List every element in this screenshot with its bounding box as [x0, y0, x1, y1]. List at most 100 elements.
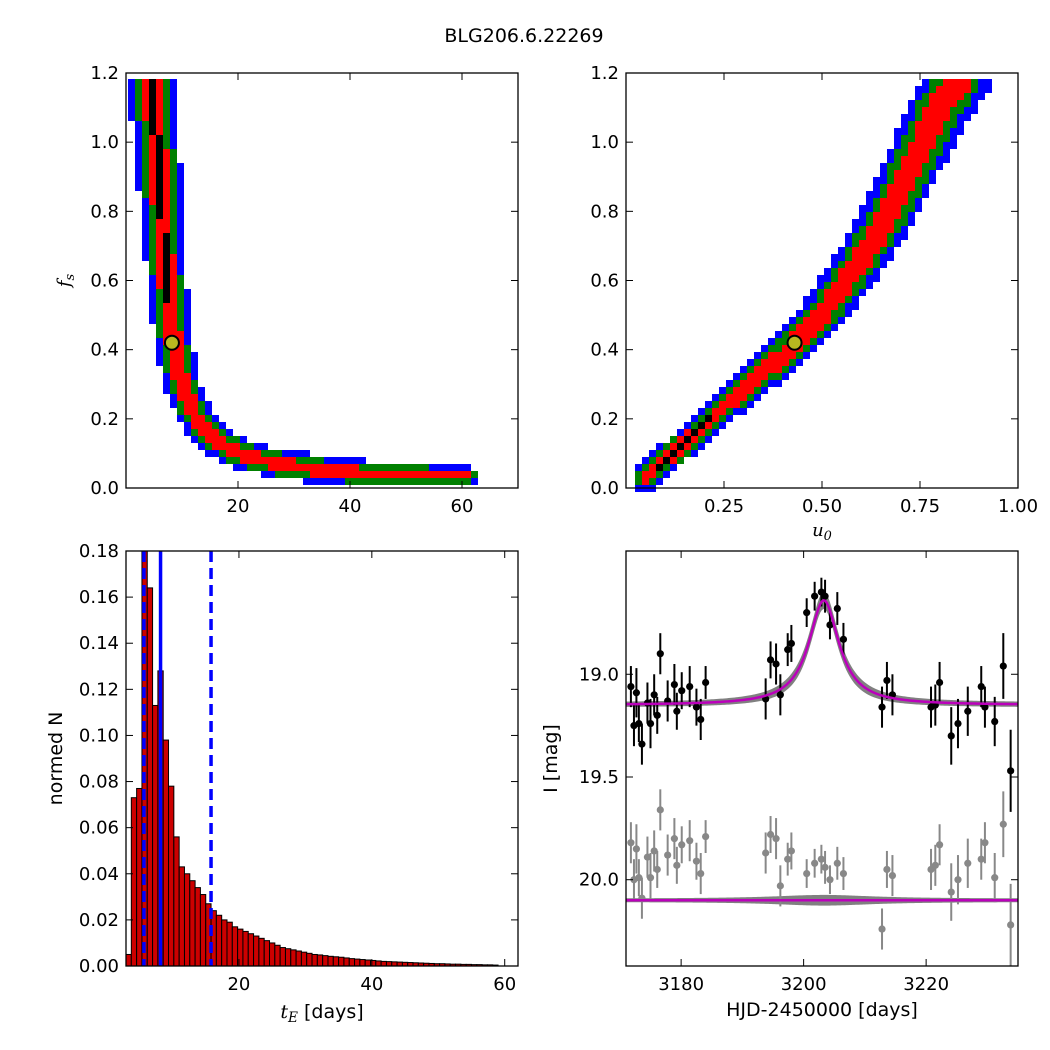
heatmap-cell-outer: [135, 177, 142, 184]
heatmap-cell-inner: [163, 177, 170, 184]
heatmap-cell-outer: [128, 86, 135, 93]
heatmap-cell-inner: [950, 100, 957, 107]
heatmap-cell-outer: [908, 219, 915, 226]
heatmap-cell-inner: [810, 317, 817, 324]
heatmap-cell-inner: [915, 170, 922, 177]
heatmap-cell-inner: [901, 163, 908, 170]
heatmap-cell-middle: [782, 366, 789, 373]
histogram-bar: [178, 866, 185, 967]
heatmap-cell-outer: [142, 219, 149, 226]
heatmap-cell-inner: [908, 177, 915, 184]
heatmap-cell-middle: [775, 373, 782, 380]
heatmap-cell-outer: [733, 373, 740, 380]
heatmap-cell-inner: [268, 464, 275, 471]
heatmap-cell-inner: [163, 324, 170, 331]
heatmap-cell-outer: [177, 163, 184, 170]
heatmap-cell-core: [705, 415, 712, 422]
heatmap-cell-inner: [156, 240, 163, 247]
heatmap-cell-inner: [177, 359, 184, 366]
heatmap-cell-outer: [177, 170, 184, 177]
heatmap-cell-outer: [978, 79, 985, 86]
heatmap-cell-outer: [985, 86, 992, 93]
data-point: [653, 865, 661, 874]
heatmap-cell-inner: [936, 86, 943, 93]
heatmap-cell-outer: [810, 296, 817, 303]
heatmap-cell-inner: [317, 471, 324, 478]
heatmap-cell-inner: [163, 219, 170, 226]
heatmap-cell-outer: [254, 443, 261, 450]
data-point: [787, 639, 795, 648]
heatmap-cell-core: [156, 177, 163, 184]
histogram-bar: [237, 928, 244, 967]
heatmap-cell-inner: [296, 464, 303, 471]
heatmap-cell-outer: [887, 149, 894, 156]
heatmap-cell-inner: [775, 359, 782, 366]
heatmap-cell-middle: [142, 128, 149, 135]
heatmap-cell-outer: [873, 275, 880, 282]
heatmap-cell-inner: [156, 121, 163, 128]
heatmap-cell-inner: [908, 184, 915, 191]
heatmap-cell-inner: [859, 254, 866, 261]
heatmap-cell-middle: [915, 191, 922, 198]
heatmap-cell-outer: [219, 422, 226, 429]
y-tick-label: 0.6: [90, 271, 119, 292]
heatmap-cell-inner: [436, 471, 443, 478]
heatmap-cell-outer: [142, 247, 149, 254]
heatmap-cell-outer: [768, 338, 775, 345]
heatmap-cell-outer: [464, 464, 471, 471]
heatmap-cell-inner: [915, 149, 922, 156]
y-tick-label: 0.4: [90, 340, 119, 361]
heatmap-cell-inner: [705, 422, 712, 429]
heatmap-cell-middle: [698, 436, 705, 443]
data-point: [702, 678, 710, 687]
heatmap-cell-inner: [317, 464, 324, 471]
data-point: [883, 676, 891, 685]
heatmap-cell-inner: [901, 184, 908, 191]
heatmap-cell-inner: [929, 107, 936, 114]
heatmap-cell-middle: [261, 450, 268, 457]
heatmap-cell-inner: [768, 352, 775, 359]
heatmap-cell-outer: [170, 100, 177, 107]
data-point: [670, 835, 678, 843]
heatmap-cell-inner: [142, 107, 149, 114]
heatmap-cell-outer: [135, 128, 142, 135]
heatmap-cell-middle: [156, 310, 163, 317]
heatmap-cell-middle: [775, 345, 782, 352]
histogram-bar: [130, 797, 138, 967]
heatmap-cell-core: [149, 114, 156, 121]
heatmap-cell-middle: [156, 296, 163, 303]
heatmap-cell-inner: [156, 219, 163, 226]
heatmap-cell-outer: [838, 247, 845, 254]
heatmap-cell-outer: [915, 198, 922, 205]
heatmap-cell-core: [156, 212, 163, 219]
heatmap-cell-middle: [226, 457, 233, 464]
heatmap-cell-inner: [156, 247, 163, 254]
heatmap-cell-outer: [142, 198, 149, 205]
heatmap-cell-inner: [859, 261, 866, 268]
data-point: [821, 863, 829, 871]
heatmap-cell-middle: [135, 114, 142, 121]
heatmap-cell-outer: [142, 240, 149, 247]
heatmap-cell-inner: [163, 184, 170, 191]
figure-title: BLG206.6.22269: [444, 25, 603, 47]
heatmap-cell-core: [670, 450, 677, 457]
heatmap-cell-inner: [149, 184, 156, 191]
heatmap-cell-inner: [198, 415, 205, 422]
heatmap-cell-outer: [838, 254, 845, 261]
heatmap-cell-outer: [233, 464, 240, 471]
heatmap-cell-outer: [135, 121, 142, 128]
heatmap-cell-outer: [163, 387, 170, 394]
heatmap-cell-outer: [184, 296, 191, 303]
panel-top-left: 20 40 60 0.0 0.2 0.4 0.6 0.8 1.0 1.2 fs: [54, 63, 519, 517]
heatmap-cell-inner: [894, 177, 901, 184]
heatmap-cell-inner: [929, 121, 936, 128]
heatmap-cell-inner: [170, 352, 177, 359]
heatmap-cell-outer: [170, 86, 177, 93]
heatmap-cell-outer: [156, 352, 163, 359]
heatmap-cell-core: [149, 86, 156, 93]
histogram-bar: [162, 739, 170, 967]
heatmap-cell-inner: [775, 352, 782, 359]
heatmap-cell-inner: [754, 380, 761, 387]
heatmap-cell-middle: [142, 142, 149, 149]
heatmap-cell-inner: [670, 443, 677, 450]
